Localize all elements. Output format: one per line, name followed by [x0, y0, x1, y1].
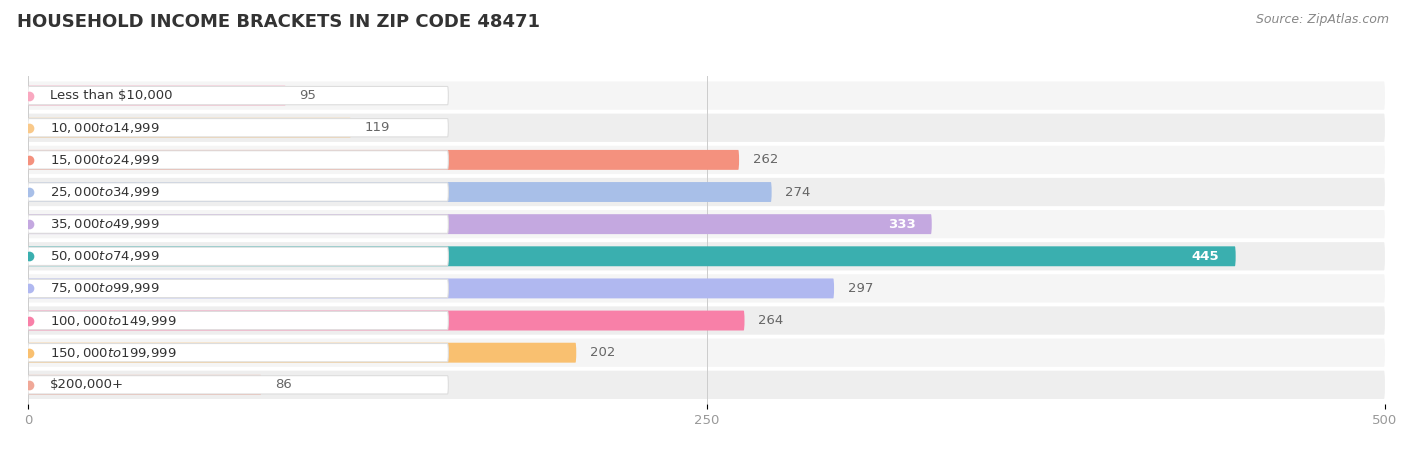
- Text: $25,000 to $34,999: $25,000 to $34,999: [51, 185, 160, 199]
- Text: 202: 202: [591, 346, 616, 359]
- FancyBboxPatch shape: [28, 119, 449, 137]
- Text: $200,000+: $200,000+: [51, 379, 124, 392]
- Text: 297: 297: [848, 282, 873, 295]
- FancyBboxPatch shape: [28, 371, 1385, 399]
- FancyBboxPatch shape: [28, 118, 352, 138]
- FancyBboxPatch shape: [28, 278, 834, 299]
- Text: 333: 333: [887, 218, 915, 231]
- Text: $10,000 to $14,999: $10,000 to $14,999: [51, 121, 160, 135]
- FancyBboxPatch shape: [28, 306, 1385, 335]
- FancyBboxPatch shape: [28, 151, 449, 169]
- Text: $50,000 to $74,999: $50,000 to $74,999: [51, 249, 160, 263]
- FancyBboxPatch shape: [28, 343, 449, 362]
- FancyBboxPatch shape: [28, 279, 449, 298]
- Text: 274: 274: [785, 185, 811, 198]
- FancyBboxPatch shape: [28, 247, 449, 265]
- Text: Source: ZipAtlas.com: Source: ZipAtlas.com: [1256, 13, 1389, 26]
- Text: 119: 119: [364, 121, 389, 134]
- Text: $100,000 to $149,999: $100,000 to $149,999: [51, 313, 177, 328]
- FancyBboxPatch shape: [28, 86, 285, 106]
- Text: HOUSEHOLD INCOME BRACKETS IN ZIP CODE 48471: HOUSEHOLD INCOME BRACKETS IN ZIP CODE 48…: [17, 13, 540, 31]
- FancyBboxPatch shape: [28, 214, 932, 234]
- FancyBboxPatch shape: [28, 87, 449, 105]
- FancyBboxPatch shape: [28, 183, 449, 201]
- FancyBboxPatch shape: [28, 339, 1385, 367]
- FancyBboxPatch shape: [28, 215, 449, 233]
- FancyBboxPatch shape: [28, 312, 449, 330]
- FancyBboxPatch shape: [28, 274, 1385, 303]
- FancyBboxPatch shape: [28, 375, 262, 395]
- Text: $35,000 to $49,999: $35,000 to $49,999: [51, 217, 160, 231]
- Text: 262: 262: [752, 154, 778, 167]
- FancyBboxPatch shape: [28, 247, 1236, 266]
- FancyBboxPatch shape: [28, 182, 772, 202]
- FancyBboxPatch shape: [28, 150, 740, 170]
- FancyBboxPatch shape: [28, 311, 745, 330]
- Text: $75,000 to $99,999: $75,000 to $99,999: [51, 282, 160, 295]
- FancyBboxPatch shape: [28, 178, 1385, 206]
- Text: 445: 445: [1192, 250, 1219, 263]
- FancyBboxPatch shape: [28, 146, 1385, 174]
- FancyBboxPatch shape: [28, 210, 1385, 238]
- FancyBboxPatch shape: [28, 343, 576, 363]
- Text: Less than $10,000: Less than $10,000: [51, 89, 173, 102]
- Text: $150,000 to $199,999: $150,000 to $199,999: [51, 346, 177, 360]
- Text: 86: 86: [276, 379, 292, 392]
- FancyBboxPatch shape: [28, 242, 1385, 270]
- Text: $15,000 to $24,999: $15,000 to $24,999: [51, 153, 160, 167]
- FancyBboxPatch shape: [28, 114, 1385, 142]
- Text: 264: 264: [758, 314, 783, 327]
- FancyBboxPatch shape: [28, 376, 449, 394]
- FancyBboxPatch shape: [28, 81, 1385, 110]
- Text: 95: 95: [299, 89, 316, 102]
